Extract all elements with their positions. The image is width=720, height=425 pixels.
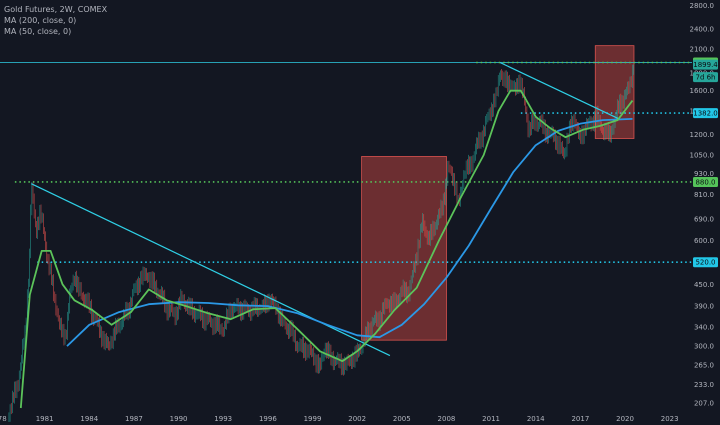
legend-ma200[interactable]: MA (200, close, 0) (4, 16, 77, 25)
x-tick-label: 1987 (125, 415, 143, 423)
y-tick-label: 450.0 (694, 281, 714, 289)
y-tick-label: 300.0 (694, 343, 714, 351)
highlight-box-1 (361, 156, 447, 341)
y-tick-label: 600.0 (694, 237, 714, 245)
chart-legend: Gold Futures, 2W, COMEX MA (200, close, … (4, 4, 107, 37)
x-tick-label: 978 (0, 415, 7, 423)
price-tag-box (693, 176, 718, 187)
legend-ma50[interactable]: MA (50, close, 0) (4, 27, 72, 36)
x-tick-label: 2005 (393, 415, 411, 423)
x-tick-label: 2020 (616, 415, 634, 423)
price-tag-label: 520.0 (695, 259, 715, 267)
x-tick-label: 2017 (571, 415, 589, 423)
x-tick-label: 1993 (214, 415, 232, 423)
y-tick-label: 2800.0 (690, 2, 715, 10)
legend-title[interactable]: Gold Futures, 2W, COMEX (4, 5, 108, 14)
price-tag-box (693, 108, 718, 119)
price-tag-label: 880.0 (695, 178, 715, 186)
price-candles (8, 64, 634, 422)
y-tick-label: 690.0 (694, 216, 714, 224)
price-tag-box (693, 59, 718, 70)
y-tick-label: 233.0 (694, 381, 714, 389)
y-tick-label: 265.0 (694, 362, 714, 370)
trendline-2 (499, 61, 620, 120)
ma200-line (66, 118, 633, 347)
x-tick-label: 2002 (348, 415, 366, 423)
x-tick-label: 2023 (661, 415, 679, 423)
x-tick-label: 1999 (304, 415, 322, 423)
y-tick-label: 207.0 (694, 399, 714, 407)
x-tick-label: 1990 (170, 415, 188, 423)
y-tick-label: 390.0 (694, 303, 714, 311)
y-tick-label: 2400.0 (690, 25, 715, 33)
y-tick-label: 1200.0 (690, 131, 715, 139)
x-tick-label: 1984 (80, 415, 98, 423)
y-tick-label: 810.0 (694, 191, 714, 199)
x-axis: 978 1981 1984 1987 1990 1993 1996 1999 2002 2005 2… (0, 415, 679, 423)
ma50-line (19, 89, 634, 409)
y-tick-label: 1050.0 (690, 152, 715, 160)
x-tick-label: 2014 (527, 415, 545, 423)
x-tick-label: 1981 (36, 415, 54, 423)
trendline-1 (30, 183, 391, 357)
price-tag-label: 1382.0 (693, 110, 718, 118)
y-tick-label: 340.0 (694, 324, 714, 332)
price-tag-box (693, 257, 718, 268)
x-tick-label: 1996 (259, 415, 277, 423)
y-axis: 2800.02400.02100.01800.01600.01400.01200… (690, 2, 715, 407)
x-tick-label: 2008 (438, 415, 456, 423)
y-tick-label: 2100.0 (690, 46, 715, 54)
price-tag-label: 7d 6h (695, 74, 715, 82)
price-tag-label: 1899.4 (693, 61, 718, 69)
y-tick-label: 1600.0 (690, 87, 715, 95)
price-tag-box (693, 72, 718, 83)
x-tick-label: 2011 (482, 415, 500, 423)
y-tick-label: 930.0 (694, 170, 714, 178)
